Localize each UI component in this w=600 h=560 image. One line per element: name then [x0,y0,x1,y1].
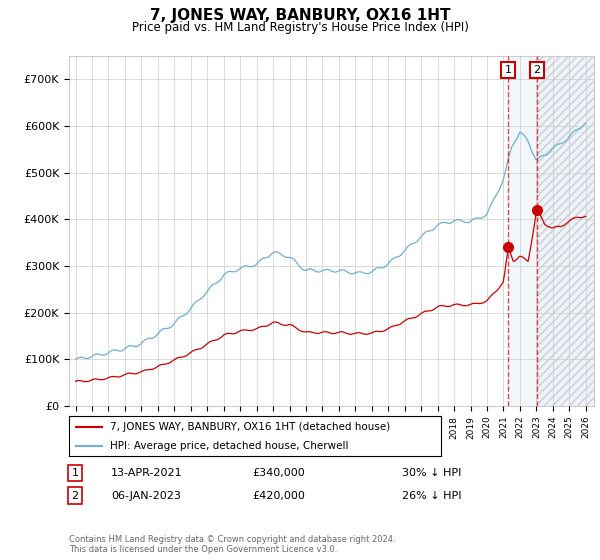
Bar [537,56,594,406]
Bar [537,56,594,406]
Text: 30% ↓ HPI: 30% ↓ HPI [402,468,461,478]
Text: 1: 1 [71,468,79,478]
Text: £420,000: £420,000 [252,491,305,501]
Text: 7, JONES WAY, BANBURY, OX16 1HT: 7, JONES WAY, BANBURY, OX16 1HT [150,8,450,24]
Text: 06-JAN-2023: 06-JAN-2023 [111,491,181,501]
Text: 26% ↓ HPI: 26% ↓ HPI [402,491,461,501]
Text: HPI: Average price, detached house, Cherwell: HPI: Average price, detached house, Cher… [110,441,349,450]
Text: Price paid vs. HM Land Registry's House Price Index (HPI): Price paid vs. HM Land Registry's House … [131,21,469,34]
Text: 13-APR-2021: 13-APR-2021 [111,468,182,478]
Text: 2: 2 [71,491,79,501]
Text: 7, JONES WAY, BANBURY, OX16 1HT (detached house): 7, JONES WAY, BANBURY, OX16 1HT (detache… [110,422,390,432]
Text: 1: 1 [505,65,512,75]
Text: Contains HM Land Registry data © Crown copyright and database right 2024.
This d: Contains HM Land Registry data © Crown c… [69,535,395,554]
Text: £340,000: £340,000 [252,468,305,478]
Bar [508,56,537,406]
Text: 2: 2 [533,65,541,75]
